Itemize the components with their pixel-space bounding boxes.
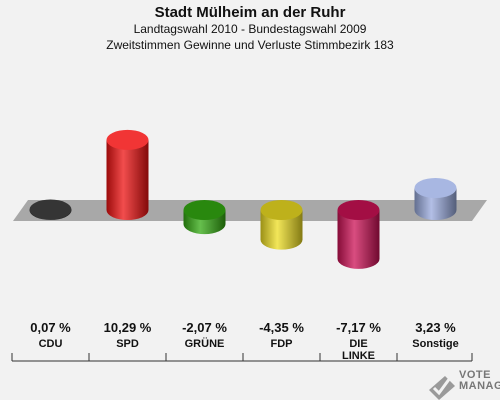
category-label-spd: SPD (116, 338, 139, 350)
value-label-spd: 10,29 % (103, 320, 152, 335)
chart-subtitle: Landtagswahl 2010 - Bundestagswahl 2009 (133, 22, 367, 36)
ballot-check-icon (429, 376, 455, 400)
value-label-gr-ne: -2,07 % (182, 320, 227, 335)
category-label-gr-ne: GRÜNE (184, 338, 225, 350)
vote-manager-logo: VOTE MANAGER (425, 366, 500, 400)
category-label-fdp: FDP (270, 338, 293, 350)
chart-subtitle-2: Zweitstimmen Gewinne und Verluste Stimmb… (106, 38, 394, 52)
bar-cdu (29, 199, 72, 220)
category-label-cdu: CDU (38, 338, 63, 350)
value-label-sonstige: 3,23 % (415, 320, 456, 335)
bar-die-linke (337, 200, 380, 269)
watermark-line-2: MANAGER (459, 380, 500, 392)
bar-gr-ne (183, 200, 226, 235)
value-label-fdp: -4,35 % (259, 320, 304, 335)
value-label-die-linke: -7,17 % (336, 320, 381, 335)
category-label-die-linke: DIE LINKE (342, 338, 375, 362)
chart-title: Stadt Mülheim an der Ruhr (154, 4, 346, 21)
bar-sonstige (414, 177, 457, 220)
bar-spd (106, 129, 149, 220)
watermark-line-1: VOTE (459, 369, 491, 381)
value-label-cdu: 0,07 % (30, 320, 71, 335)
category-label-sonstige: Sonstige (412, 338, 459, 350)
bar-fdp (260, 200, 303, 250)
